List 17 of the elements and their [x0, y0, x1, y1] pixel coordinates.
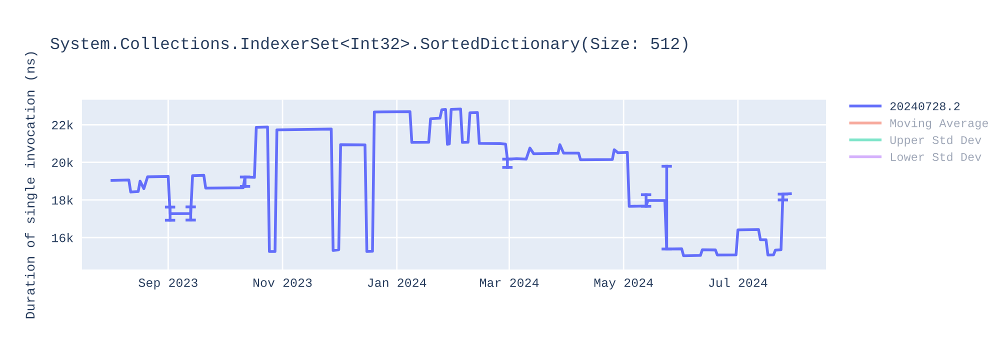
legend-label: Moving Average — [890, 118, 988, 130]
x-tick-label: Nov 2023 — [254, 278, 312, 288]
y-axis-title: Duration of single invocation (ns) — [24, 52, 38, 318]
y-tick-label: 16k — [52, 233, 74, 242]
y-tick-label: 20k — [52, 158, 74, 167]
x-tick-label: Sep 2023 — [138, 278, 198, 290]
x-tick-label: Jan 2024 — [368, 278, 426, 288]
legend-label: 20240728.2 — [890, 102, 960, 110]
x-tick-label: May 2024 — [594, 278, 653, 290]
x-tick-label: Jul 2024 — [708, 278, 768, 288]
y-tick-label: 18k — [52, 195, 74, 205]
y-tick-label: 22k — [52, 120, 74, 130]
x-tick-label: Mar 2024 — [480, 278, 539, 288]
legend-label: Lower Std Dev — [890, 152, 982, 162]
line-series — [110, 108, 792, 258]
chart-title: System.Collections.IndexerSet<Int32>.SortedDictionary(Size: 512) — [50, 36, 688, 52]
legend-label: Upper Std Dev — [890, 135, 982, 146]
